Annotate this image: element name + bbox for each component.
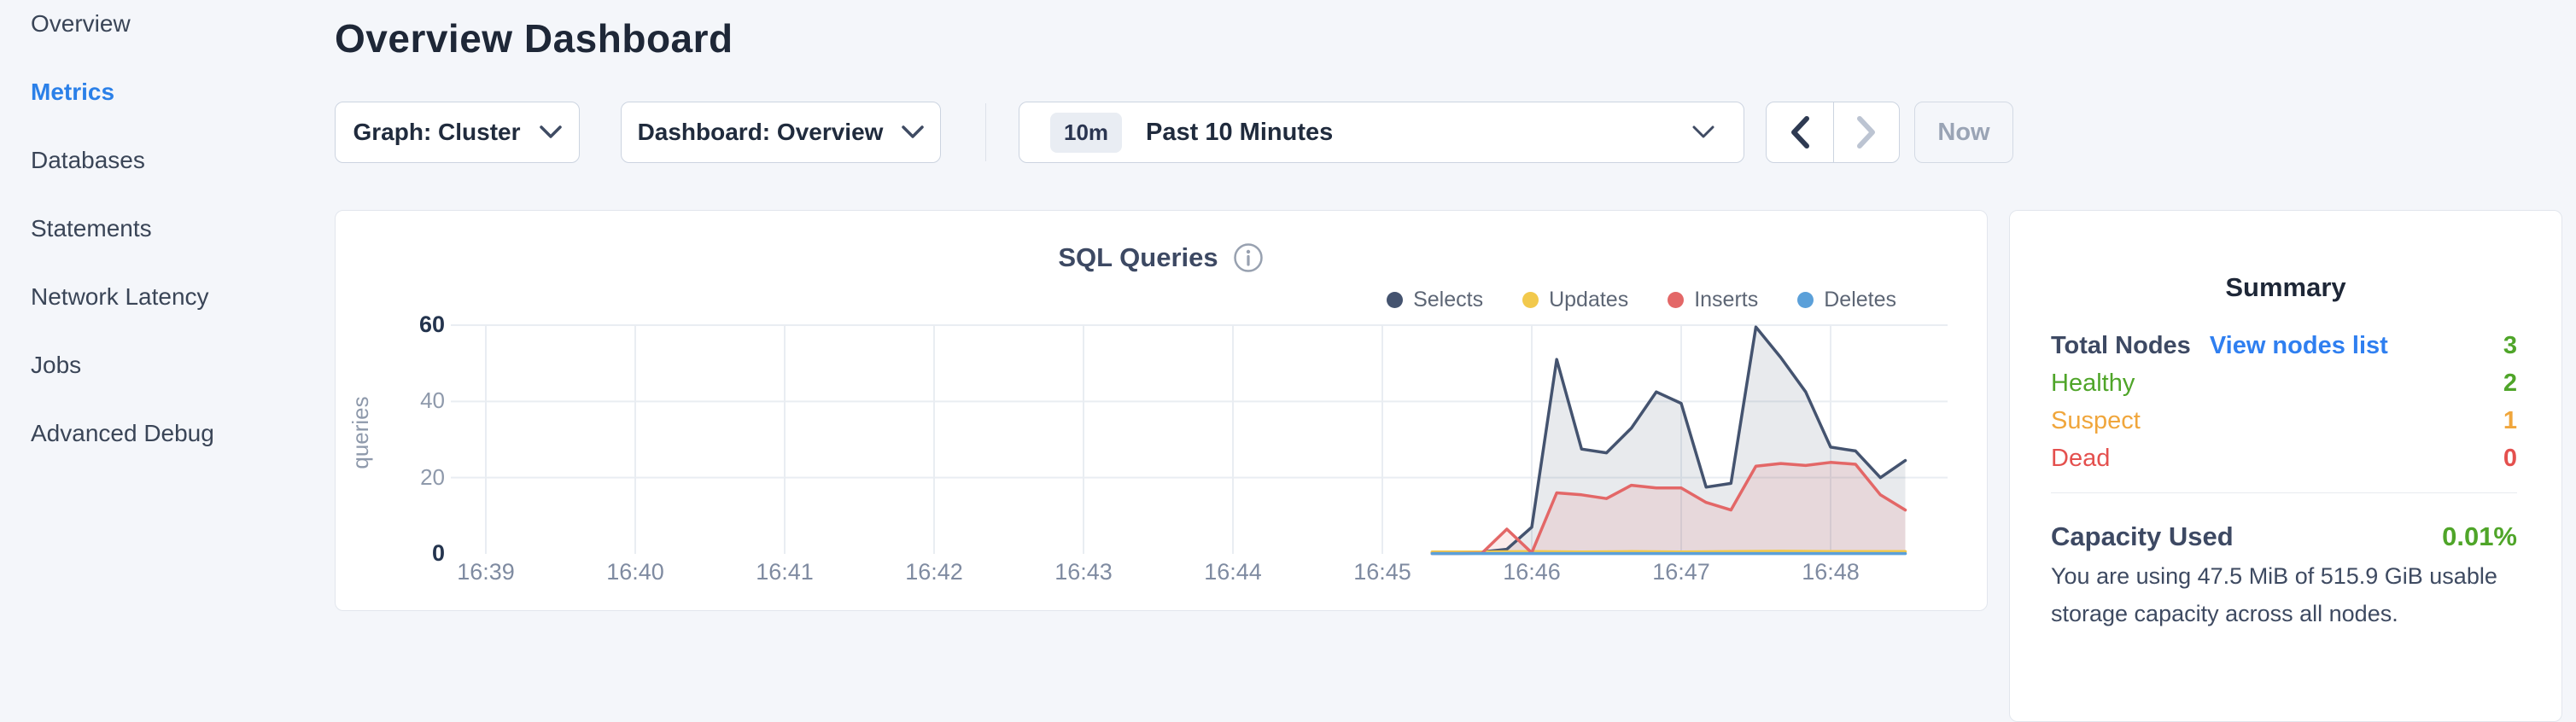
time-range-picker[interactable]: 10m Past 10 Minutes: [1019, 102, 1744, 163]
time-window-pager: [1766, 102, 1900, 163]
toolbar: Graph: Cluster Dashboard: Overview 10m P…: [0, 102, 2576, 163]
x-tick-16:39: 16:39: [457, 559, 515, 585]
x-tick-16:42: 16:42: [905, 559, 963, 585]
chart-legend: Selects Updates Inserts Deletes: [1387, 288, 1896, 312]
capacity-description: You are using 47.5 MiB of 515.9 GiB usab…: [2051, 563, 2497, 626]
sidebar-item-statements[interactable]: Statements: [31, 215, 152, 242]
suspect-label: Suspect: [2051, 406, 2141, 434]
dashboard-dropdown[interactable]: Dashboard: Overview: [621, 102, 941, 163]
summary-row-total-nodes: Total Nodes View nodes list 3: [2051, 329, 2517, 363]
chevron-down-icon: [539, 125, 562, 138]
sql-queries-plot[interactable]: [336, 211, 1989, 612]
total-nodes-label: Total Nodes: [2051, 331, 2191, 359]
summary-row-healthy: Healthy 2: [2051, 366, 2517, 400]
legend-dot-deletes: [1797, 292, 1814, 308]
dead-value: 0: [2503, 444, 2517, 472]
summary-row-suspect: Suspect 1: [2051, 404, 2517, 438]
legend-dot-inserts: [1668, 292, 1685, 308]
chart-header: SQL Queries: [336, 242, 1987, 274]
time-range-badge: 10m: [1050, 112, 1123, 153]
x-tick-16:46: 16:46: [1503, 559, 1561, 585]
suspect-value: 1: [2503, 406, 2517, 434]
dashboard-dropdown-label: Dashboard: Overview: [637, 119, 884, 145]
legend-item-updates[interactable]: Updates: [1522, 288, 1628, 312]
capacity-used-value: 0.01%: [2442, 521, 2517, 551]
y-tick-0: 0: [431, 540, 445, 566]
legend-dot-updates: [1522, 292, 1539, 308]
chevron-down-icon: [1692, 125, 1714, 138]
chevron-left-icon: [1790, 116, 1809, 148]
sidebar-item-network-latency[interactable]: Network Latency: [31, 283, 209, 310]
page-title: Overview Dashboard: [335, 16, 733, 61]
sidebar-item-advanced-debug[interactable]: Advanced Debug: [31, 420, 214, 446]
legend-label: Selects: [1413, 288, 1484, 312]
sidebar-item-overview[interactable]: Overview: [31, 10, 131, 37]
dead-label: Dead: [2051, 444, 2111, 472]
sidebar-item-jobs[interactable]: Jobs: [31, 352, 82, 378]
x-tick-16:44: 16:44: [1204, 559, 1262, 585]
healthy-label: Healthy: [2051, 369, 2135, 397]
sidebar-item-databases[interactable]: Databases: [31, 147, 145, 173]
y-tick-60: 60: [418, 312, 445, 337]
x-tick-16:45: 16:45: [1353, 559, 1411, 585]
legend-dot-selects: [1387, 292, 1404, 308]
chart-title: SQL Queries: [1058, 242, 1218, 272]
graph-scope-dropdown[interactable]: Graph: Cluster: [335, 102, 580, 163]
y-tick-20: 20: [420, 463, 445, 490]
capacity-used-label: Capacity Used: [2051, 521, 2234, 551]
toolbar-divider: [985, 103, 986, 161]
summary-row-dead: Dead 0: [2051, 441, 2517, 475]
x-tick-16:48: 16:48: [1802, 559, 1860, 585]
legend-item-deletes[interactable]: Deletes: [1797, 288, 1896, 312]
summary-divider: [2051, 492, 2517, 493]
sql-queries-chart-card: SQL Queries Selects Updates Inserts Deletes…: [335, 210, 1988, 611]
x-tick-16:43: 16:43: [1054, 559, 1113, 585]
info-icon[interactable]: [1232, 242, 1265, 274]
legend-label: Deletes: [1824, 288, 1896, 312]
time-range-label: Past 10 Minutes: [1146, 118, 1334, 146]
x-tick-16:40: 16:40: [606, 559, 664, 585]
total-nodes-value: 3: [2503, 331, 2517, 359]
sidebar-item-metrics[interactable]: Metrics: [31, 79, 115, 105]
chevron-down-icon: [902, 125, 925, 138]
legend-label: Updates: [1549, 288, 1629, 312]
summary-panel: Summary Total Nodes View nodes list 3 He…: [2009, 210, 2562, 722]
summary-row-capacity: Capacity Used 0.01%: [2051, 518, 2517, 556]
legend-item-selects[interactable]: Selects: [1387, 288, 1483, 312]
x-tick-16:47: 16:47: [1652, 559, 1710, 585]
graph-scope-dropdown-label: Graph: Cluster: [353, 119, 521, 145]
prev-time-window-button[interactable]: [1767, 102, 1833, 162]
legend-item-inserts[interactable]: Inserts: [1668, 288, 1758, 312]
next-time-window-button[interactable]: [1832, 102, 1900, 162]
legend-label: Inserts: [1694, 288, 1759, 312]
x-tick-16:41: 16:41: [756, 559, 814, 585]
healthy-value: 2: [2503, 369, 2517, 397]
summary-title: Summary: [2225, 272, 2346, 302]
view-nodes-list-link[interactable]: View nodes list: [2209, 331, 2388, 359]
y-axis-label: queries: [348, 396, 373, 469]
chevron-right-icon: [1856, 116, 1875, 148]
y-tick-40: 40: [420, 387, 445, 414]
sidebar: Overview Metrics Databases Statements Ne…: [0, 0, 333, 468]
now-button[interactable]: Now: [1914, 102, 2013, 163]
